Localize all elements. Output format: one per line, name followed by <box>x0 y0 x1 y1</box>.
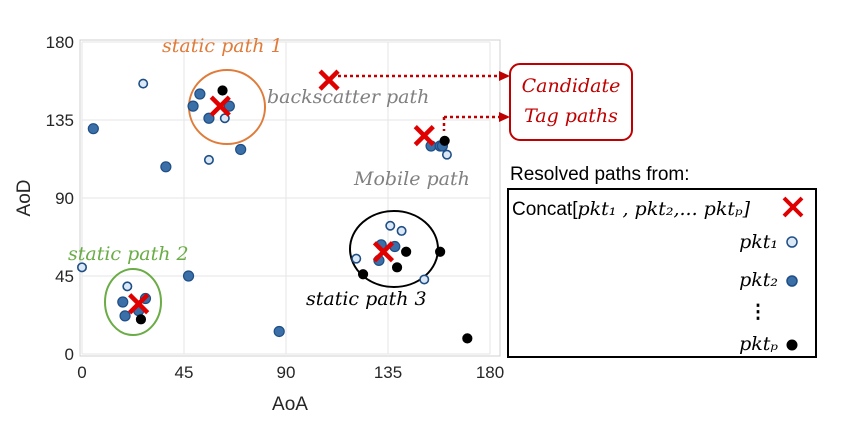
legend-title: Resolved paths from: <box>510 164 690 185</box>
x-tick-label: 180 <box>476 363 504 382</box>
x-tick-label: 135 <box>374 363 402 382</box>
legend-red-x-marker <box>782 196 804 218</box>
data-point-pktp <box>435 246 446 257</box>
legend-entry-pktp: pktₚ <box>739 333 778 355</box>
y-tick-label: 90 <box>55 189 74 208</box>
legend-box <box>507 188 817 358</box>
x-tick-label: 90 <box>277 363 296 382</box>
legend-marker-pktp <box>786 339 798 351</box>
legend-marker-pkt1 <box>786 236 798 248</box>
x-tick-label: 0 <box>77 363 86 382</box>
annotation-backscatter-path: backscatter path <box>267 86 429 108</box>
annotation-static-path-1: static path 1 <box>162 35 283 57</box>
legend-marker-pkt2 <box>786 275 798 287</box>
data-point-pkt1 <box>138 78 149 89</box>
x-tick-label: 45 <box>175 363 194 382</box>
data-point-pktp <box>357 269 369 280</box>
data-point-pkt2 <box>223 100 235 112</box>
data-point-pkt2 <box>273 325 285 338</box>
data-point-pkt2 <box>235 143 247 156</box>
data-point-pkt2 <box>194 88 206 100</box>
tick-labels: 0 45 90 135 180 0 45 90 135 180 <box>46 33 505 382</box>
candidate-label-line2: Tag paths <box>524 105 618 127</box>
data-point-pkt1 <box>122 281 133 292</box>
y-axis-label: AoD <box>14 180 35 217</box>
data-point-pkt1 <box>396 225 407 236</box>
legend-entry-pkt1: pkt₁ <box>739 231 778 253</box>
data-point-pkt1 <box>219 113 230 124</box>
data-point-pkt1 <box>351 253 362 264</box>
y-tick-label: 45 <box>55 267 74 286</box>
data-point-pkt1 <box>385 220 396 231</box>
data-point-pkt2 <box>182 270 195 282</box>
legend-entry-pkt2: pkt₂ <box>739 269 778 291</box>
data-point-pktp <box>135 314 147 325</box>
data-point-pkt2 <box>203 112 215 124</box>
y-tick-label: 180 <box>46 33 74 52</box>
legend-vertical-ellipsis: ⋮ <box>749 301 768 323</box>
data-points <box>77 78 473 344</box>
y-tick-label: 0 <box>65 345 74 364</box>
annotation-static-path-3: static path 3 <box>306 288 427 310</box>
data-point-pkt2 <box>160 161 172 173</box>
data-point-pktp <box>462 333 473 344</box>
data-point-pkt2 <box>117 296 129 308</box>
data-point-pkt1 <box>441 149 452 160</box>
y-tick-label: 135 <box>46 111 74 130</box>
candidate-tag-paths-box <box>509 63 633 141</box>
resolved-path-x-marker <box>372 241 395 263</box>
data-point-pktp <box>439 135 450 146</box>
candidate-label-line1: Candidate <box>522 75 621 97</box>
data-point-pkt2 <box>187 100 199 112</box>
resolved-path-x-marker <box>209 95 231 117</box>
data-point-pkt2 <box>87 123 99 135</box>
data-point-pkt1 <box>419 274 430 285</box>
x-axis-label: AoA <box>272 394 308 415</box>
data-point-pktp <box>217 85 228 96</box>
callout-arrows <box>338 71 510 131</box>
static-path-2-ellipse <box>104 268 162 336</box>
data-point-pkt2 <box>119 310 131 322</box>
resolved-path-x-marker <box>318 69 340 91</box>
resolved-path-x-marker <box>413 125 435 147</box>
data-point-pktp <box>401 246 412 257</box>
legend-concat-line: Concat[pkt₁ , pkt₂,... pktₚ] <box>512 198 751 220</box>
resolved-path-markers <box>128 69 435 315</box>
annotation-mobile-path: Mobile path <box>353 168 470 190</box>
data-point-pkt1 <box>77 262 88 273</box>
data-point-pktp <box>391 262 403 273</box>
annotation-static-path-2: static path 2 <box>68 243 189 265</box>
resolved-path-x-marker <box>128 293 150 315</box>
data-point-pkt1 <box>203 154 214 165</box>
